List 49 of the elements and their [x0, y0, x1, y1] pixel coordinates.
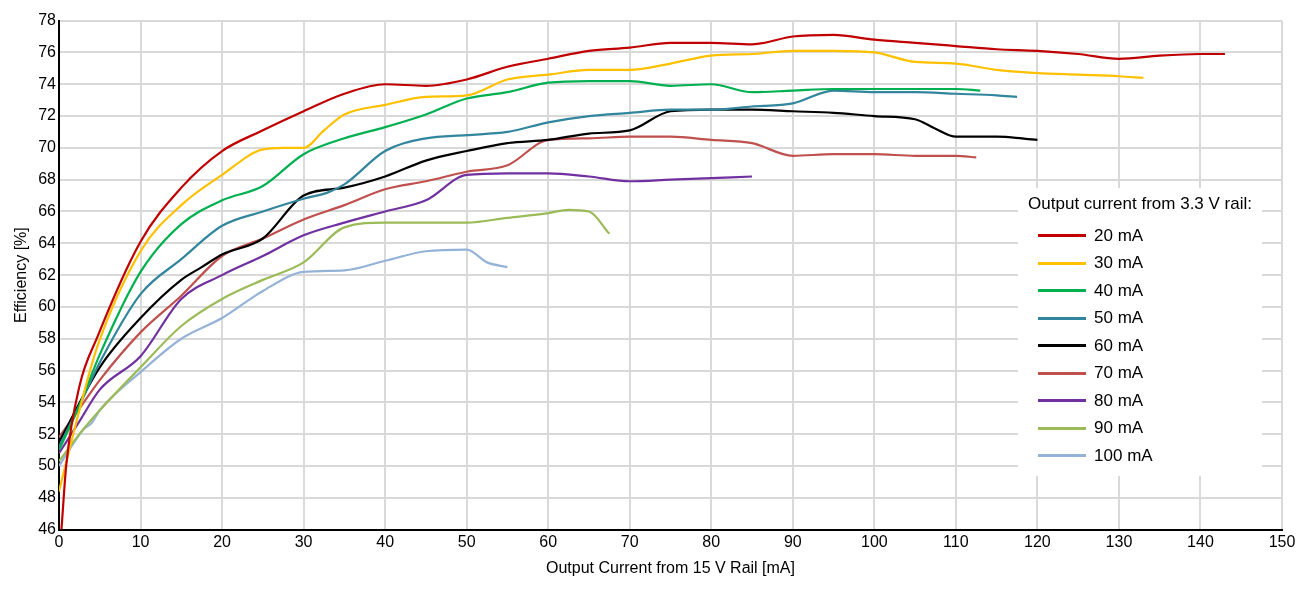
x-tick-label: 30 — [294, 532, 313, 550]
line-series — [59, 172, 754, 455]
line-series — [59, 208, 611, 463]
legend-title: Output current from 3.3 V rail: — [1028, 194, 1252, 214]
x-tick-label: 50 — [457, 532, 476, 550]
x-tick-label: 150 — [1268, 532, 1296, 550]
x-tick-label: 100 — [860, 532, 888, 550]
y-tick-label: 72 — [38, 106, 57, 124]
legend-label: 20 mA — [1094, 225, 1144, 246]
x-tick-label: 70 — [620, 532, 639, 550]
legend-label: 50 mA — [1094, 308, 1144, 329]
y-tick-label: 50 — [38, 456, 57, 474]
y-tick-label: 58 — [38, 329, 57, 347]
y-tick-label: 56 — [38, 360, 57, 378]
y-tick-label: 62 — [38, 265, 57, 283]
x-tick-label: 40 — [376, 532, 395, 550]
x-tick-label: 130 — [1105, 532, 1133, 550]
legend-label: 60 mA — [1094, 335, 1144, 356]
x-tick-label: 60 — [539, 532, 558, 550]
legend-label: 70 mA — [1094, 363, 1144, 384]
y-tick-label: 52 — [38, 424, 57, 442]
line-series — [60, 33, 1227, 530]
x-tick-label: 110 — [943, 532, 969, 550]
y-tick-label: 68 — [38, 170, 57, 188]
y-tick-label: 74 — [38, 74, 57, 92]
legend-label: 90 mA — [1094, 418, 1144, 439]
line-series — [59, 135, 978, 439]
legend-label: 80 mA — [1094, 390, 1144, 411]
x-tick-label: 10 — [131, 532, 150, 550]
y-tick-label: 60 — [38, 297, 57, 315]
legend-label: 30 mA — [1094, 253, 1144, 274]
y-tick-label: 70 — [38, 138, 57, 156]
x-tick-label: 80 — [702, 532, 721, 550]
x-axis-title: Output Current from 15 V Rail [mA] — [546, 558, 795, 576]
y-tick-label: 76 — [38, 42, 57, 60]
y-tick-label: 64 — [38, 233, 57, 251]
line-series — [59, 248, 509, 468]
x-tick-label: 140 — [1187, 532, 1214, 550]
x-tick-label: 0 — [54, 532, 64, 550]
y-tick-label: 78 — [38, 11, 57, 29]
x-tick-label: 90 — [783, 532, 802, 550]
y-tick-label: 66 — [38, 201, 57, 219]
y-tick-label: 54 — [38, 392, 57, 410]
x-tick-label: 20 — [213, 532, 232, 550]
legend-label: 40 mA — [1094, 280, 1144, 301]
legend-label: 100 mA — [1094, 445, 1153, 466]
y-tick-label: 48 — [38, 488, 57, 506]
y-axis-title: Efficiency [%] — [12, 227, 30, 323]
x-tick-label: 120 — [1024, 532, 1051, 550]
